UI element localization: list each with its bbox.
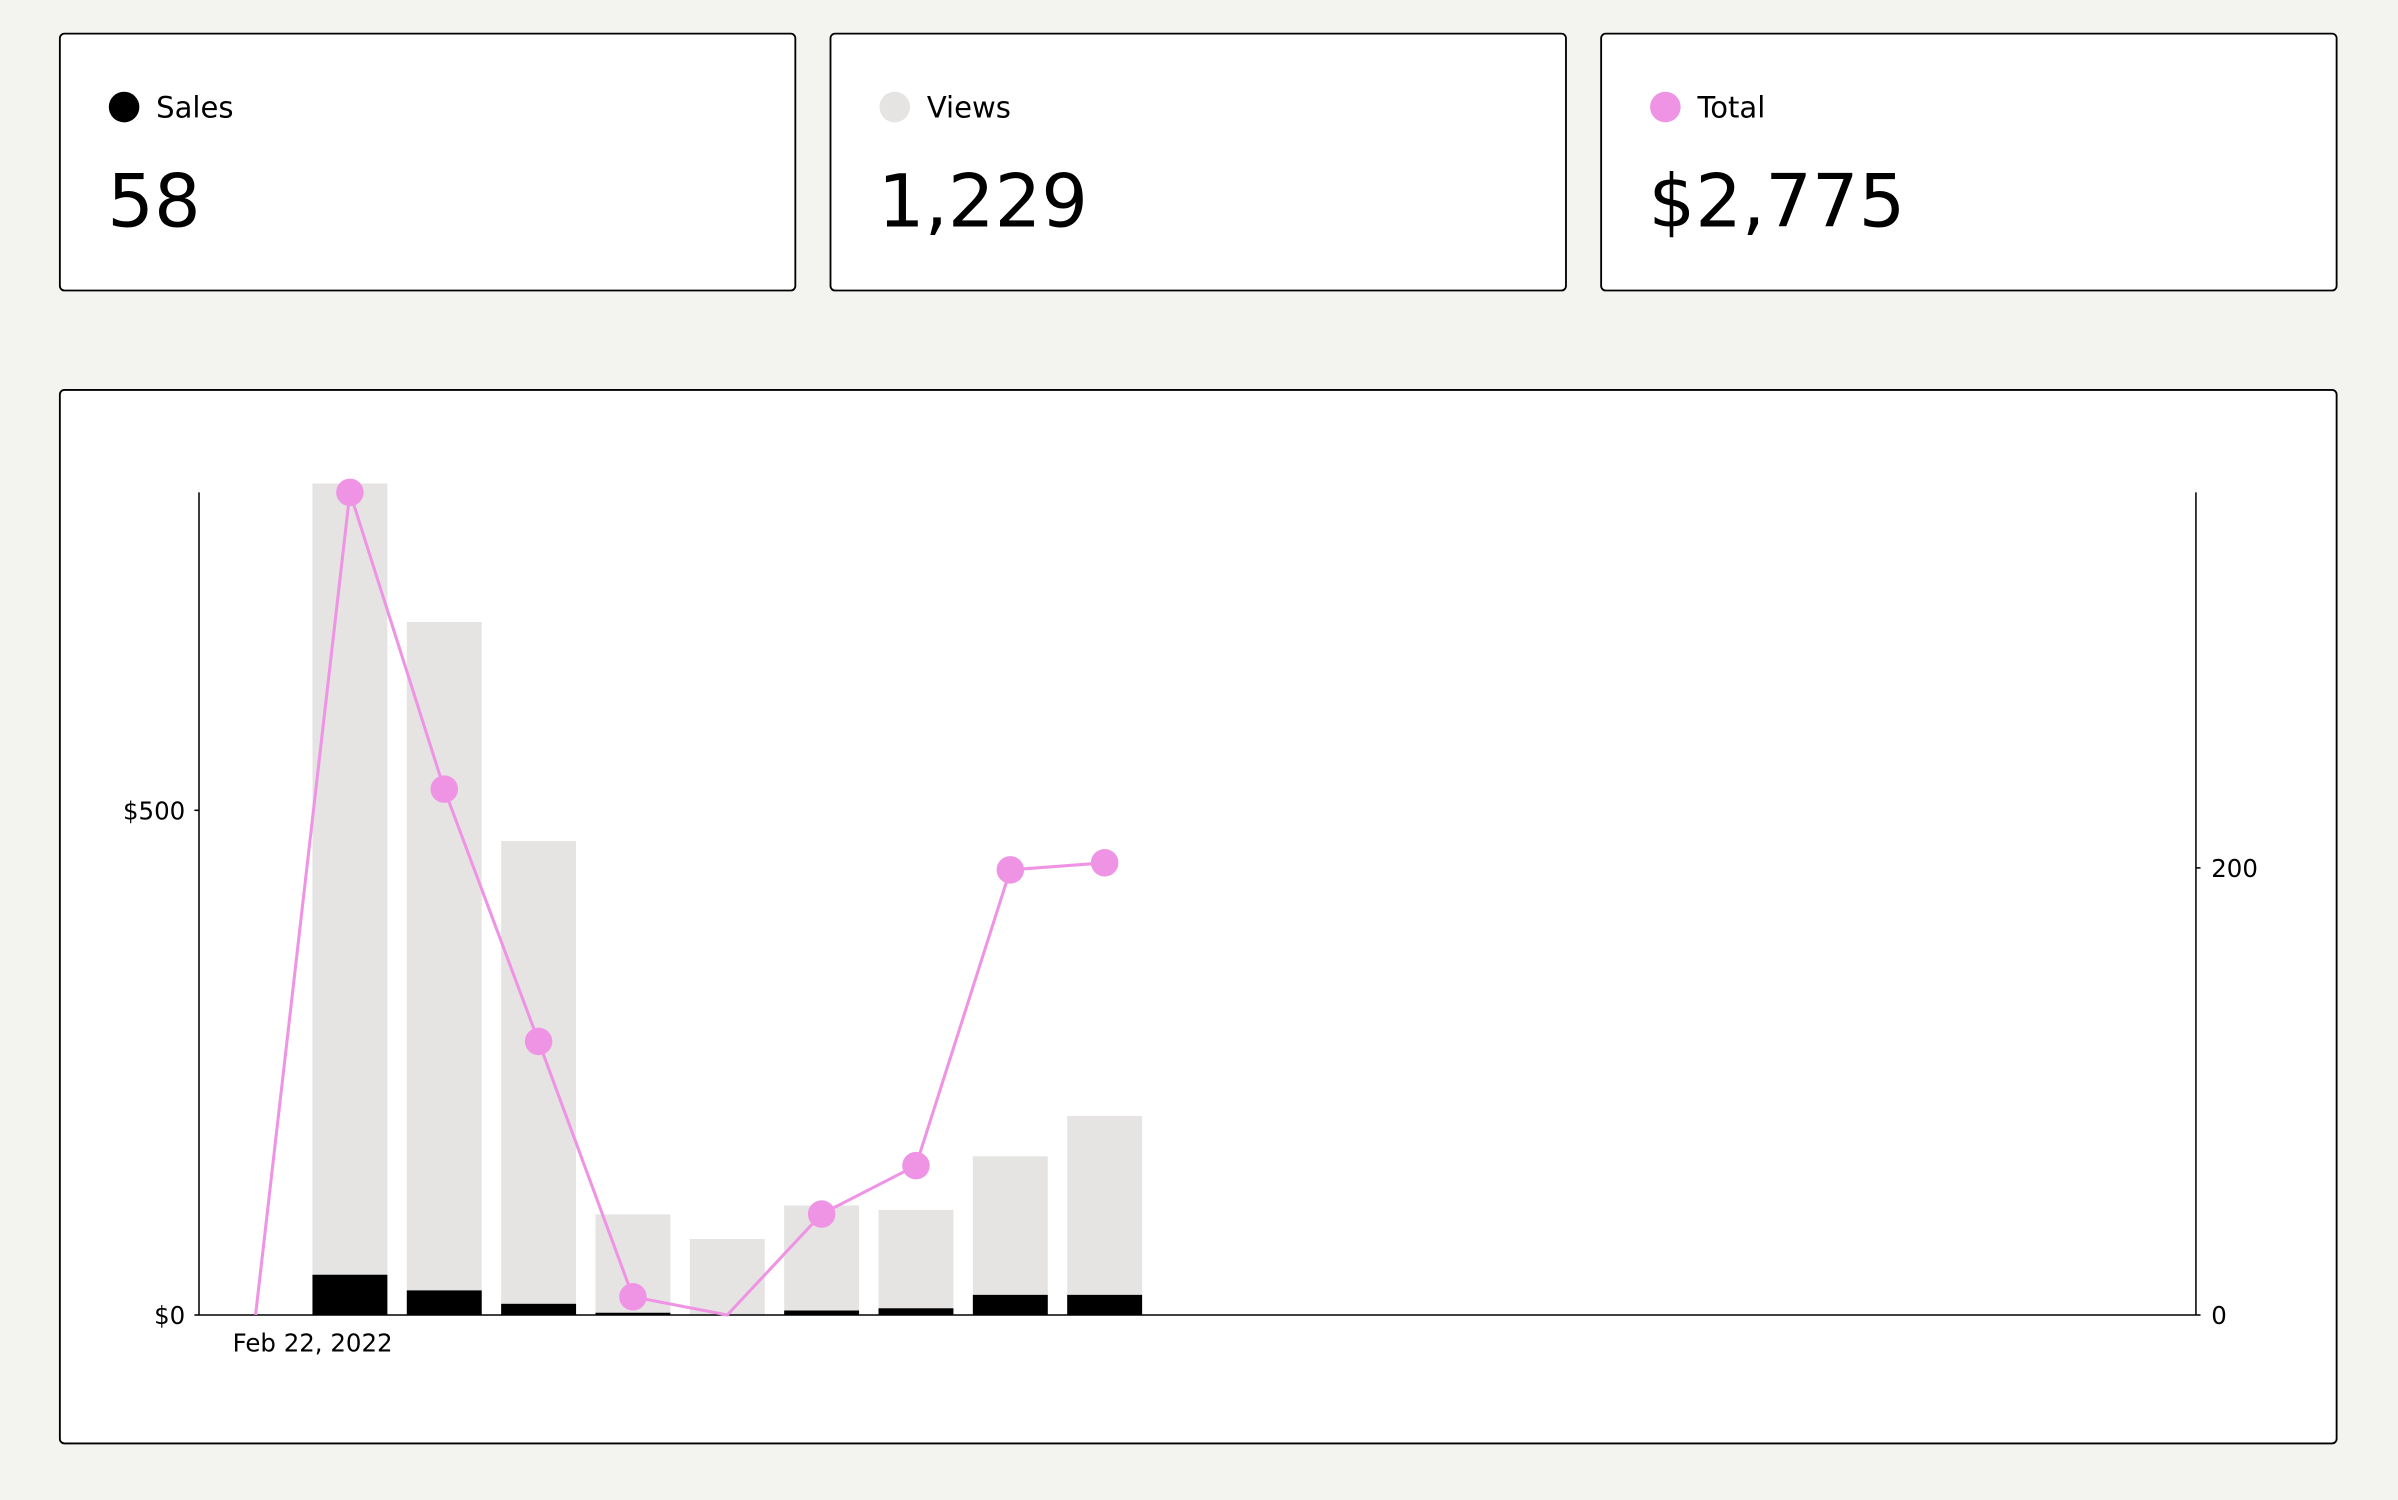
bar [501,841,577,1315]
bar [312,483,388,1315]
summary-card [58,32,797,292]
point [619,1283,647,1311]
y-tick-label: $500 [123,796,185,825]
bar [784,1310,860,1315]
card-label: Total [1696,91,1765,125]
bar [312,1274,388,1315]
summary-card [1600,32,2338,292]
bar [406,1290,482,1315]
legend-dot [108,91,140,123]
bar [595,1312,671,1315]
y-tick-label: $0 [154,1301,185,1330]
bar [972,1156,1048,1315]
legend-dot [1650,91,1681,123]
bar [1067,1294,1143,1315]
point [1090,849,1119,877]
y2-tick-label: 200 [2211,854,2258,883]
bar [878,1308,954,1315]
bar [689,1238,765,1315]
legend-dot [879,91,911,123]
bar [878,1209,954,1315]
card-value: 58 [107,159,200,244]
card-value: 1,229 [878,159,1088,244]
bar [1067,1116,1143,1315]
card-label: Sales [156,91,233,125]
point [996,856,1025,884]
summary-card [829,32,1567,292]
point [807,1200,836,1228]
x-tick-label: Feb 22, 2022 [233,1329,393,1358]
point [430,775,459,803]
point [902,1151,930,1180]
bar [406,622,482,1315]
point [524,1027,553,1056]
point [336,478,364,507]
y2-tick-label: 0 [2211,1301,2227,1330]
bar [501,1303,577,1315]
card-value: $2,775 [1649,159,1906,244]
chart-panel [58,388,2338,1445]
line [254,491,1105,1317]
bar [972,1294,1048,1315]
card-label: Views [927,91,1011,125]
